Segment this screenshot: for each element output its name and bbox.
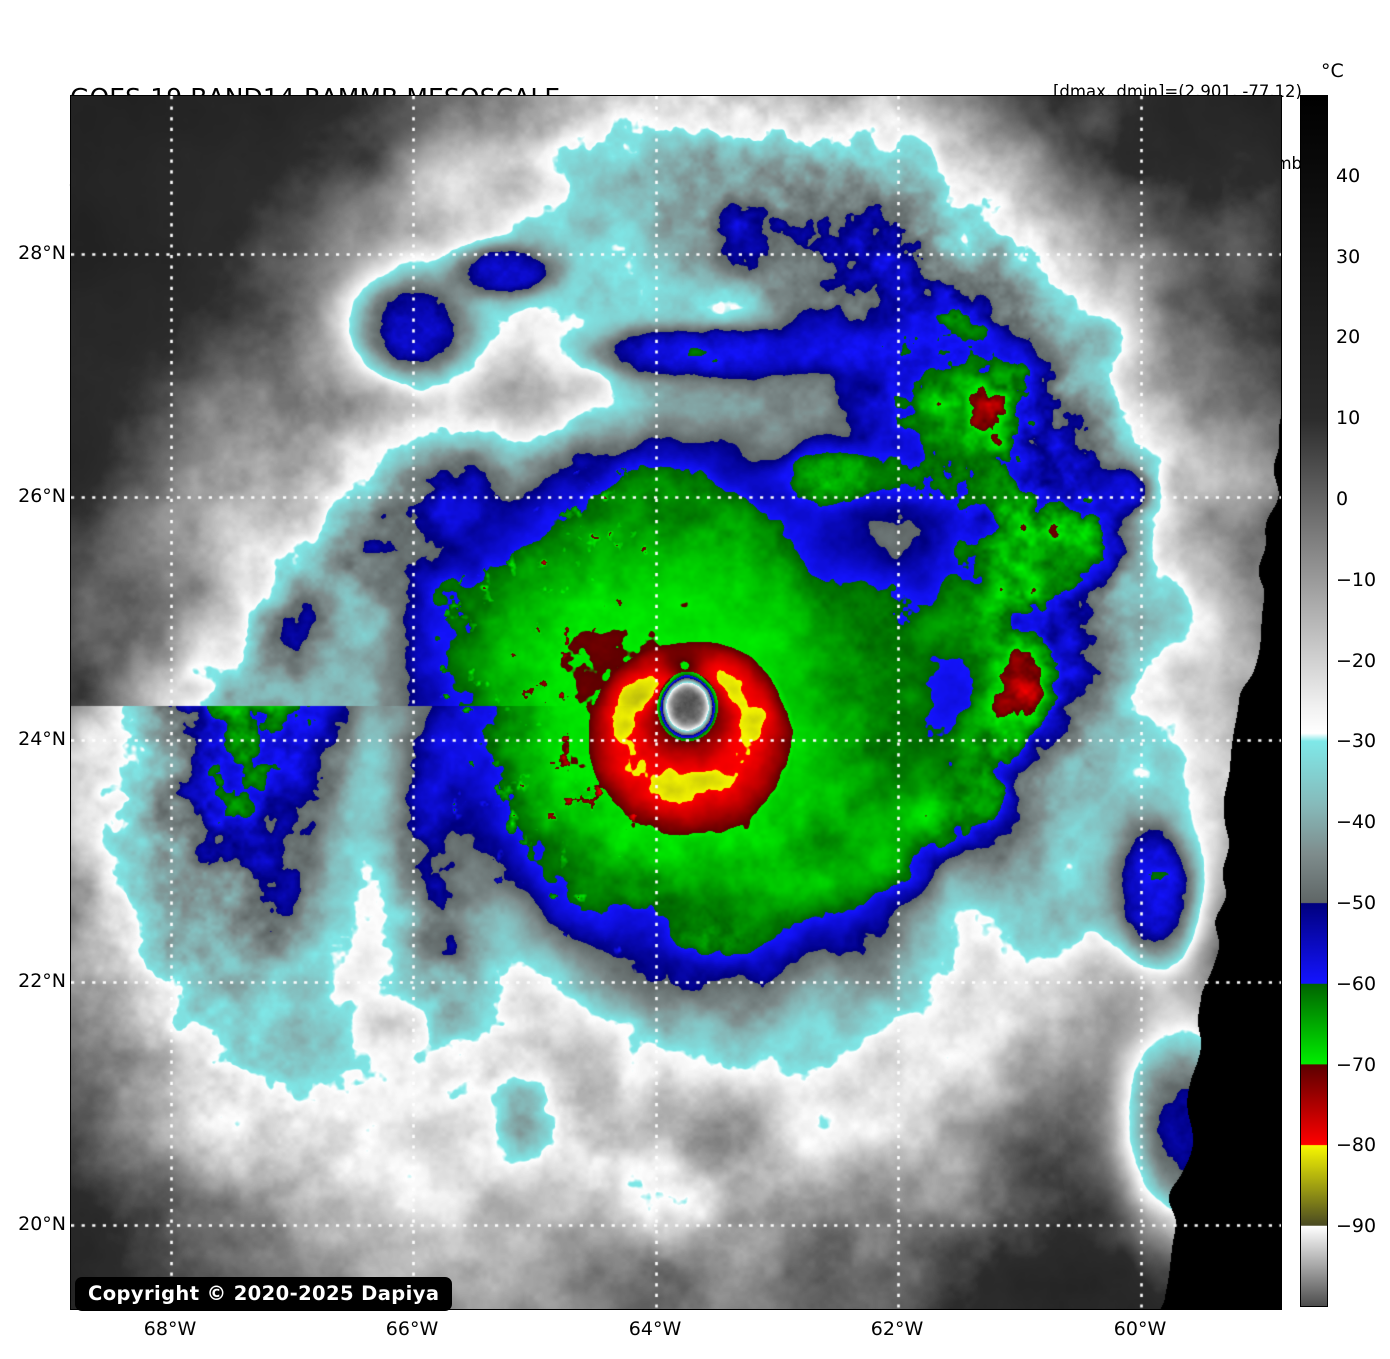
longitude-tick-label-2: 64°W <box>628 1318 682 1340</box>
latitude-tick-label-2: 24°N <box>18 728 66 750</box>
colorbar-tick-5: −10 <box>1336 568 1377 591</box>
latitude-tick-label-1: 26°N <box>18 485 66 507</box>
colorbar-tick-9: −50 <box>1336 892 1377 914</box>
colorbar-tick-4: 0 <box>1336 488 1349 510</box>
longitude-tick-label-1: 66°W <box>385 1318 439 1340</box>
latitude-tick-label-0: 28°N <box>18 242 66 264</box>
colorbar-tick-3: 10 <box>1336 407 1361 430</box>
colorbar-tick-0: 40 <box>1336 164 1361 187</box>
latitude-tick-label-4: 20°N <box>18 1213 66 1235</box>
longitude-tick-label-4: 60°W <box>1113 1318 1167 1340</box>
latitude-tick-label-3: 22°N <box>18 970 66 992</box>
infrared-imagery-canvas[interactable] <box>71 96 1281 1309</box>
colorbar-unit-label: °C <box>1321 60 1344 82</box>
colorbar-tick-1: 30 <box>1336 245 1361 268</box>
satellite-image-plot[interactable] <box>70 95 1282 1310</box>
temperature-colorbar[interactable] <box>1300 95 1328 1307</box>
copyright-watermark: Copyright © 2020-2025 Dapiya <box>75 1277 453 1311</box>
colorbar-tick-11: −70 <box>1336 1053 1377 1076</box>
colorbar-gradient <box>1301 96 1327 1306</box>
colorbar-tick-6: −20 <box>1336 649 1377 672</box>
colorbar-tick-13: −90 <box>1336 1215 1377 1238</box>
longitude-tick-label-3: 62°W <box>870 1318 924 1340</box>
longitude-tick-label-0: 68°W <box>143 1318 197 1340</box>
colorbar-tick-10: −60 <box>1336 972 1377 995</box>
colorbar-tick-2: 20 <box>1336 326 1361 349</box>
colorbar-tick-7: −30 <box>1336 730 1377 753</box>
colorbar-tick-12: −80 <box>1336 1134 1377 1157</box>
colorbar-tick-8: −40 <box>1336 811 1377 834</box>
